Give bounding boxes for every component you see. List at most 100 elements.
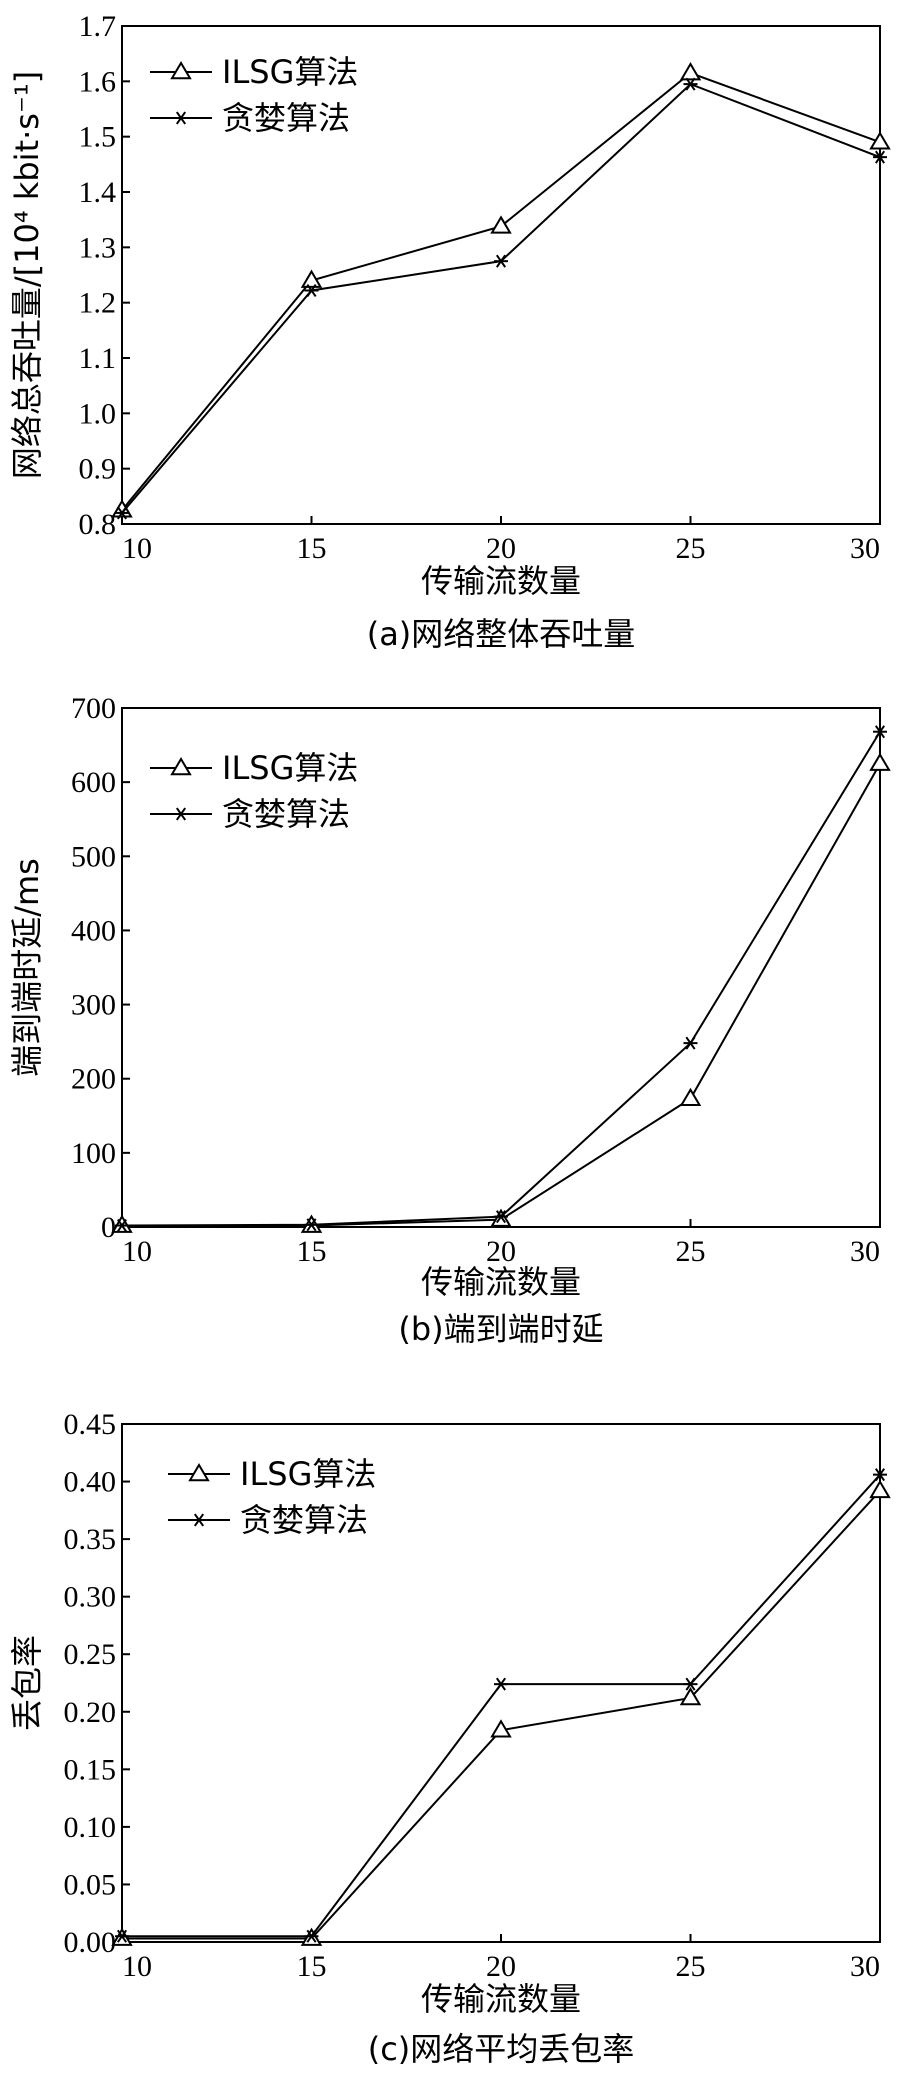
legend-marker-triangle [170, 757, 192, 776]
x-tick-label: 25 [676, 532, 706, 565]
legend-label: 贪婪算法 [240, 1501, 368, 1539]
y-tick-label: 0.20 [64, 1696, 117, 1729]
chart-caption: (a)网络整体吞吐量 [367, 615, 636, 653]
data-point-star [494, 1677, 508, 1691]
chart-panel-1: 0.8 0.9 1.0 1.1 1.2 1.3 1.4 1.5 1.6 1.7 10 15 20 25 30… [8, 10, 891, 653]
y-tick-label: 300 [71, 989, 116, 1022]
series-ilsg [111, 1479, 891, 1946]
data-point-star [683, 77, 698, 91]
x-tick-label: 20 [486, 532, 516, 565]
data-point-star [683, 1036, 698, 1050]
chart-panel-2: 0 100 200 300 400 500 600 700 10 15 20 25 30 传输流数量 端到端… [8, 692, 891, 1348]
x-tick-label: 15 [297, 532, 327, 565]
legend-entry: ILSG算法 [150, 749, 358, 787]
chart-caption: (c)网络平均丢包率 [368, 2030, 635, 2068]
legend-entry: ILSG算法 [150, 53, 358, 91]
y-axis-title: 丢包率 [8, 1635, 46, 1731]
x-tick-label: 30 [850, 1950, 880, 1983]
data-point-triangle [490, 1719, 512, 1738]
legend-label: ILSG算法 [222, 749, 358, 787]
x-axis-title: 传输流数量 [421, 562, 581, 600]
series-greedy [115, 1468, 887, 1943]
y-tick-label: 0.45 [64, 1408, 117, 1441]
y-tick-label: 1.7 [79, 10, 117, 43]
x-tick-label: 15 [297, 1950, 327, 1983]
y-tick-label: 0.9 [79, 453, 117, 486]
chart-caption: (b)端到端时延 [398, 1310, 603, 1348]
y-tick-label: 100 [71, 1137, 116, 1170]
data-point-star [494, 1210, 508, 1224]
y-tick-label: 1.2 [79, 287, 117, 320]
data-point-star [115, 1218, 129, 1233]
legend-label: ILSG算法 [240, 1455, 376, 1493]
data-point-triangle [869, 131, 891, 150]
x-tick-label: 10 [122, 532, 152, 565]
y-tick-label: 1.3 [79, 231, 117, 264]
data-point-triangle [869, 1479, 891, 1499]
x-tick-label: 15 [297, 1235, 327, 1268]
legend-marker-star [192, 1513, 206, 1527]
y-axis-title: 端到端时延/ms [8, 858, 46, 1077]
legend-marker-star [174, 111, 188, 125]
data-point-star [873, 725, 887, 739]
y-tick-label: 0.8 [79, 508, 117, 541]
y-tick-label: 1.1 [79, 342, 117, 375]
legend-entry: 贪婪算法 [168, 1501, 368, 1539]
legend-entry: ILSG算法 [168, 1455, 376, 1493]
data-point-triangle [679, 1087, 702, 1107]
legend-label: 贪婪算法 [222, 99, 350, 137]
data-point-star [494, 254, 508, 268]
series-greedy [115, 77, 887, 520]
y-tick-label: 0.05 [64, 1868, 117, 1901]
y-tick-label: 0.25 [64, 1638, 117, 1671]
y-axis-title: 网络总吞吐量/[10⁴ kbit·s⁻¹] [8, 71, 46, 479]
x-tick-label: 30 [850, 1235, 880, 1268]
y-tick-label: 600 [71, 766, 116, 799]
y-tick-label: 0 [101, 1211, 116, 1244]
chart-panel-3: 0.00 0.05 0.10 0.15 0.20 0.25 0.30 0.35 0.40 0.45… [8, 1408, 891, 2068]
x-axis-title: 传输流数量 [421, 1980, 581, 2018]
x-tick-label: 10 [122, 1235, 152, 1268]
y-tick-label: 1.6 [79, 65, 117, 98]
y-tick-label: 500 [71, 840, 116, 873]
data-point-star [873, 150, 887, 164]
data-point-star [304, 283, 319, 298]
x-tick-label: 25 [676, 1235, 706, 1268]
y-tick-label: 0.35 [64, 1523, 117, 1556]
legend-marker-triangle [188, 1463, 210, 1482]
data-point-star [304, 1929, 319, 1943]
data-point-star [115, 1929, 129, 1943]
data-point-triangle [679, 62, 702, 81]
y-tick-label: 0.10 [64, 1811, 117, 1844]
legend-label: 贪婪算法 [222, 795, 350, 833]
data-point-triangle [679, 1686, 702, 1706]
y-tick-label: 1.5 [79, 121, 117, 154]
x-tick-label: 20 [486, 1235, 516, 1268]
x-tick-label: 10 [122, 1950, 152, 1983]
legend-marker-triangle [170, 61, 192, 80]
y-tick-label: 0.40 [64, 1466, 117, 1499]
series-line [121, 82, 881, 514]
legend-marker-star [174, 807, 188, 821]
series-line [122, 1473, 881, 1938]
y-tick-label: 1.0 [79, 397, 117, 430]
data-point-star [873, 1468, 887, 1482]
data-point-star [115, 506, 129, 520]
y-tick-label: 200 [71, 1063, 116, 1096]
x-axis-title: 传输流数量 [421, 1263, 581, 1301]
x-tick-label: 25 [676, 1950, 706, 1983]
data-point-star [683, 1677, 698, 1691]
series-line [121, 71, 881, 511]
y-tick-label: 0.30 [64, 1581, 117, 1614]
data-point-triangle [869, 752, 891, 771]
y-tick-label: 1.4 [79, 176, 117, 209]
y-tick-label: 700 [71, 692, 116, 725]
legend-label: ILSG算法 [222, 53, 358, 91]
data-point-triangle [490, 215, 512, 234]
legend-entry: 贪婪算法 [150, 795, 350, 833]
y-tick-label: 0.00 [64, 1926, 117, 1959]
series-line [122, 1490, 881, 1940]
x-tick-label: 20 [486, 1950, 516, 1983]
data-point-star [304, 1218, 319, 1232]
